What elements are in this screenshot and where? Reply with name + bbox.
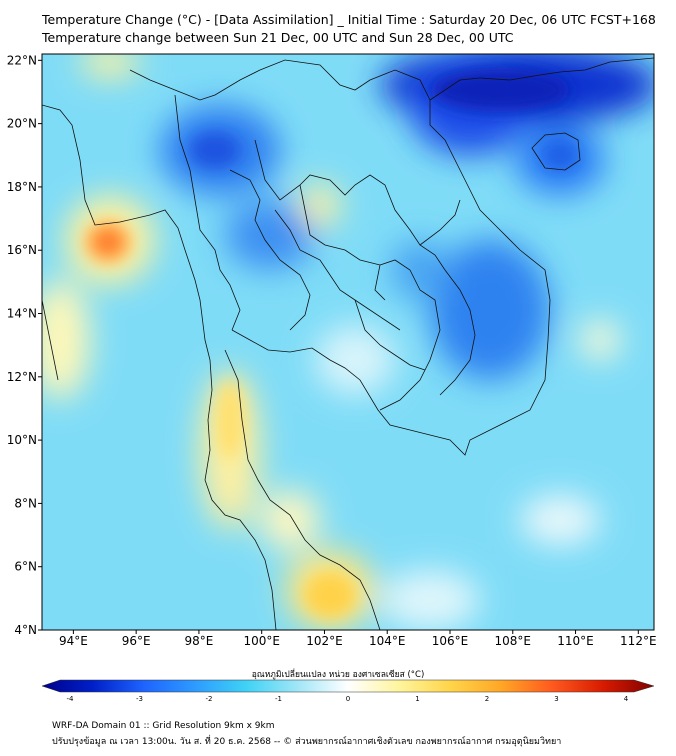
- lon-tick-label: 102°E: [306, 634, 343, 648]
- lon-tick-label: 110°E: [557, 634, 594, 648]
- colorbar-tick-label: 3: [554, 695, 558, 703]
- lon-tick-label: 96°E: [122, 634, 151, 648]
- lon-tick-label: 108°E: [495, 634, 532, 648]
- lat-tick-label: 4°N: [14, 623, 37, 637]
- latitude-axis: 4°N 6°N 8°N 10°N 12°N 14°N 16°N 18°N 20°N 22°N: [7, 53, 42, 637]
- coastlines-borders: [42, 57, 654, 630]
- map-frame: [41, 53, 655, 631]
- longitude-axis: 94°E 96°E 98°E 100°E 102°E 104°E 106°E 108°E 110…: [59, 630, 657, 648]
- lon-tick-label: 112°E: [620, 634, 657, 648]
- colorbar-tick-label: -2: [206, 695, 213, 703]
- lon-tick-label: 98°E: [184, 634, 213, 648]
- lat-tick-label: 22°N: [7, 53, 37, 67]
- colorbar-tick-label: 4: [624, 695, 629, 703]
- colorbar-tick-label: -4: [67, 695, 75, 703]
- temperature-field: [42, 54, 654, 630]
- lat-tick-label: 20°N: [7, 117, 37, 131]
- footer-model-info: WRF-DA Domain 01 :: Grid Resolution 9km …: [52, 721, 275, 731]
- colorbar-tick-label: 2: [485, 695, 489, 703]
- colorbar-title: อุณหภูมิเปลี่ยนแปลง หน่วย องศาเซลเซียส (…: [251, 670, 425, 680]
- lat-tick-label: 8°N: [14, 496, 37, 510]
- lat-tick-label: 10°N: [7, 433, 37, 447]
- lon-tick-label: 104°E: [369, 634, 406, 648]
- map-title: Temperature Change (°C) - [Data Assimila…: [42, 12, 656, 27]
- colorbar-tick-label: -1: [275, 695, 282, 703]
- colorbar-tick-label: 1: [415, 695, 419, 703]
- footer-update-info: ปรับปรุงข้อมูล ณ เวลา 13:00น. วัน ส. ที่…: [52, 737, 562, 747]
- lat-tick-label: 14°N: [7, 307, 37, 321]
- map-subtitle: Temperature change between Sun 21 Dec, 0…: [42, 30, 514, 45]
- lon-tick-label: 94°E: [59, 634, 88, 648]
- colorbar: -4 -3 -2 -1 0 1 2 3 4: [41, 679, 655, 703]
- lat-tick-label: 18°N: [7, 180, 37, 194]
- lat-tick-label: 12°N: [7, 370, 37, 384]
- lon-tick-label: 106°E: [432, 634, 469, 648]
- lat-tick-label: 16°N: [7, 243, 37, 257]
- colorbar-tick-label: -3: [136, 695, 143, 703]
- lon-tick-label: 100°E: [243, 634, 280, 648]
- colorbar-tick-label: 0: [346, 695, 350, 703]
- lat-tick-label: 6°N: [14, 560, 37, 574]
- colorbar-strip: [41, 679, 655, 693]
